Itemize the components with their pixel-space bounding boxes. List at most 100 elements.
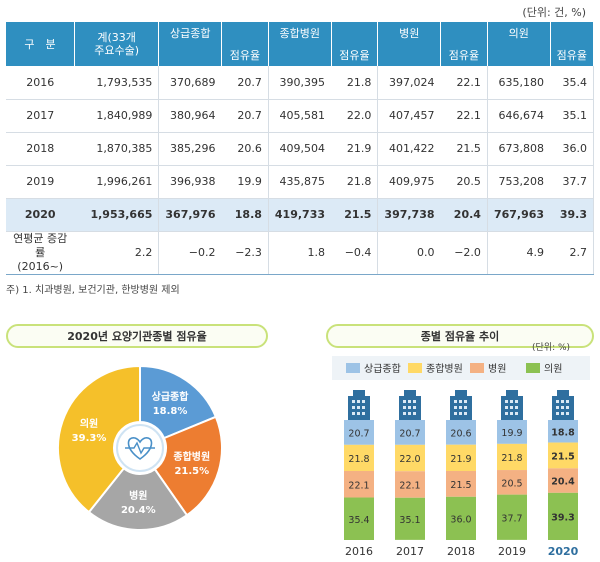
bar-value-label: 21.8: [501, 453, 522, 464]
legend-label: 의원: [544, 363, 562, 375]
row-year: 2016: [6, 66, 75, 100]
cell-b_n: 401,422: [377, 132, 441, 166]
cell-avg-total: 2.2: [74, 231, 160, 275]
table-row: 2016 1,793,535 370,689 20.7 390,395 21.8 397,0…: [6, 66, 595, 100]
cell-j_p: 21.8: [331, 165, 379, 199]
cell-b_p: 20.4: [440, 198, 488, 232]
bar-value-label: 22.1: [399, 481, 420, 492]
cell-j_n: 390,395: [268, 66, 332, 100]
pie-slice-label: 의원: [80, 417, 98, 430]
bar-value-label: 21.5: [551, 451, 574, 462]
bar-segment: [344, 444, 374, 471]
pie-slice-value: 39.3%: [72, 433, 107, 444]
pie-slice-value: 18.8%: [153, 406, 188, 417]
bar-value-label: 21.5: [450, 480, 471, 491]
bar-segment: [548, 492, 578, 540]
bar-value-label: 35.4: [348, 515, 369, 526]
pie-chart: 상급종합 18.8% 종합병원 21.5% 병원 20.4% 의원 39.3%: [57, 364, 223, 531]
cell-u_n: 767,963: [487, 198, 551, 232]
row-avg-label: 연평균 증감률 (2016~): [6, 231, 75, 275]
cell-total: 1,793,535: [74, 66, 160, 100]
cell-s_p: 20.7: [221, 99, 269, 133]
x-tick-label: 2019: [498, 545, 526, 558]
cell-j_p: 21.9: [331, 132, 379, 166]
cell-avg-j_n: 1.8: [268, 231, 332, 275]
bar-value-label: 20.6: [450, 428, 471, 439]
bar-value-label: 36.0: [450, 514, 471, 525]
cell-s_n: 370,689: [158, 66, 222, 100]
row-year: 2019: [6, 165, 75, 199]
cell-u_p: 35.1: [550, 99, 595, 133]
cell-j_n: 435,875: [268, 165, 332, 199]
cell-s_p: 20.7: [221, 66, 269, 100]
bar-segment: [548, 442, 578, 469]
bar-segment: [497, 470, 527, 495]
bar-chart-title: 종별 점유율 추이: [326, 324, 594, 348]
pie-slice-value: 20.4%: [121, 505, 156, 516]
footnote: 주) 1. 치과병원, 보건기관, 한방병원 제외: [6, 285, 180, 296]
bar-segment: [395, 420, 425, 445]
cell-s_n: 396,938: [158, 165, 222, 199]
table-row: 2020 1,953,665 367,976 18.8 419,733 21.5 397,7…: [6, 198, 595, 232]
cell-j_p: 22.0: [331, 99, 379, 133]
legend-label: 종합병원: [426, 363, 463, 375]
table-row: 2018 1,870,385 385,296 20.6 409,504 21.9 401,4…: [6, 132, 595, 166]
stacked-bar-chart: 상급종합 종합병원 병원 의원 20.7 21.8 22.1 35.4 2016 20.7 22.0…: [332, 356, 590, 558]
cell-b_p: 21.5: [440, 132, 488, 166]
pie-slice-value: 21.5%: [174, 466, 209, 477]
bar-segment: [446, 471, 476, 497]
bar-unit-note: (단위: %): [532, 343, 571, 353]
cell-avg-u_n: 4.9: [487, 231, 551, 275]
header-uiwon: 의원: [487, 22, 551, 44]
x-tick-label: 2016: [345, 545, 373, 558]
x-tick-label: 2020: [548, 545, 579, 558]
bar-segment: [497, 420, 527, 444]
cell-u_p: 35.4: [550, 66, 595, 100]
table-row: 2017 1,840,989 380,964 20.7 405,581 22.0 407,4…: [6, 99, 595, 133]
bar-segment: [395, 497, 425, 540]
cell-u_p: 37.7: [550, 165, 595, 199]
cell-b_n: 409,975: [377, 165, 441, 199]
bar-value-label: 20.4: [551, 477, 575, 488]
cell-avg-j_p: −0.4: [331, 231, 379, 275]
cell-u_n: 753,208: [487, 165, 551, 199]
bar-value-label: 37.7: [501, 513, 522, 524]
header-share: 점유율: [440, 44, 488, 66]
header-sangup: 상급종합: [158, 22, 222, 44]
cell-avg-b_n: 0.0: [377, 231, 441, 275]
cell-b_n: 397,024: [377, 66, 441, 100]
legend-background: [332, 356, 590, 380]
hospital-building-icon: [501, 390, 523, 420]
bar-value-label: 35.1: [399, 515, 420, 526]
bar-segment: [446, 420, 476, 445]
pie-slice-2: [87, 466, 189, 531]
cell-total: 1,996,261: [74, 165, 160, 199]
header-jonghap: 종합병원: [268, 22, 332, 44]
cell-j_n: 405,581: [268, 99, 332, 133]
cell-b_n: 407,457: [377, 99, 441, 133]
cell-j_n: 419,733: [268, 198, 332, 232]
bar-segment: [548, 468, 578, 493]
cell-j_n: 409,504: [268, 132, 332, 166]
row-year: 2017: [6, 99, 75, 133]
bar-segment: [344, 471, 374, 498]
header-share: 점유율: [550, 44, 595, 66]
cell-total: 1,953,665: [74, 198, 160, 232]
cell-b_p: 22.1: [440, 66, 488, 100]
cell-b_n: 397,738: [377, 198, 441, 232]
x-tick-label: 2017: [396, 545, 424, 558]
cell-total: 1,870,385: [74, 132, 160, 166]
pie-slice-label: 상급종합: [152, 390, 190, 403]
bar-value-label: 22.0: [399, 454, 420, 465]
cell-b_p: 20.5: [440, 165, 488, 199]
pie-chart-title: 2020년 요양기관종별 점유율: [6, 324, 268, 348]
cell-u_n: 635,180: [487, 66, 551, 100]
row-year: 2018: [6, 132, 75, 166]
cell-u_p: 36.0: [550, 132, 595, 166]
bar-segment: [344, 420, 374, 445]
table-unit-note: (단위: 건, %): [522, 6, 586, 19]
hospital-building-icon: [348, 390, 370, 420]
legend-swatch: [470, 363, 484, 373]
bar-value-label: 20.5: [501, 478, 522, 489]
hospital-building-icon: [399, 390, 421, 420]
